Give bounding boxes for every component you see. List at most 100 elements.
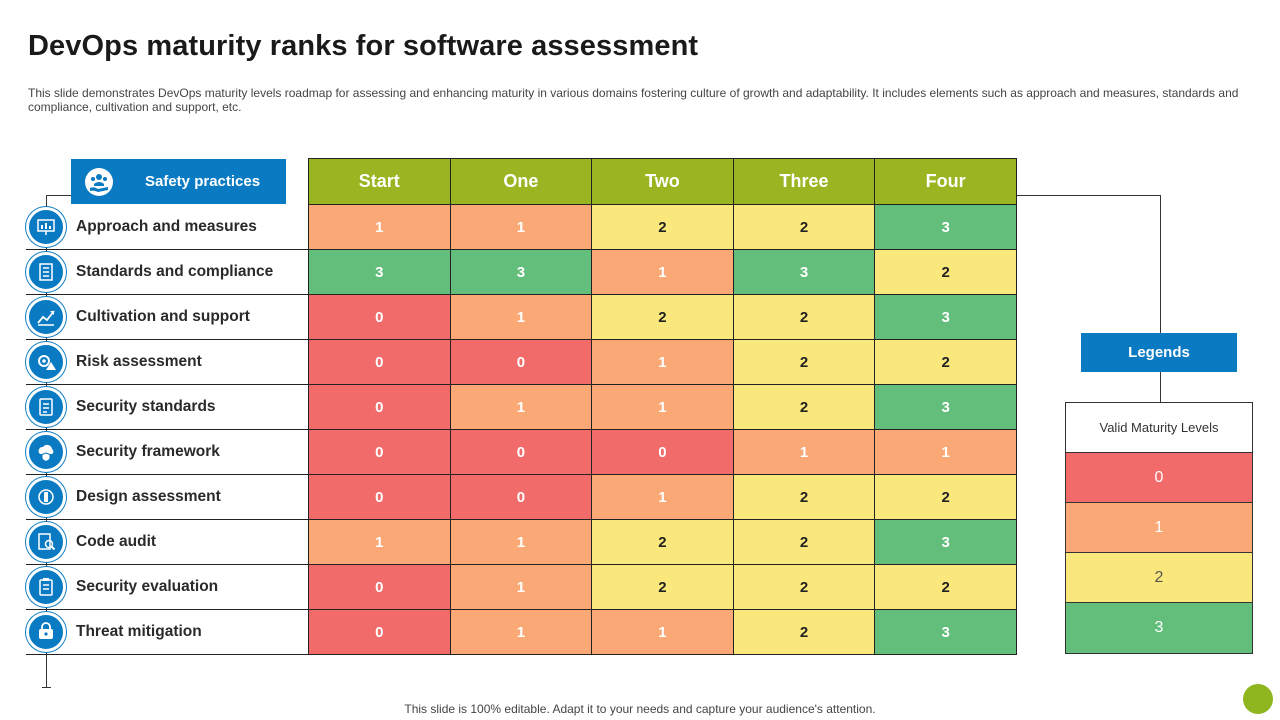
maturity-cell: 3 [308, 249, 451, 295]
maturity-cell: 1 [449, 609, 593, 655]
maturity-cell: 1 [449, 294, 593, 340]
practice-row-label: Security standards [26, 385, 309, 430]
checklist-icon [26, 252, 66, 292]
maturity-cell: 2 [874, 249, 1017, 295]
practice-label: Risk assessment [76, 353, 202, 370]
column-header: Start [308, 158, 451, 205]
code-audit-icon [26, 522, 66, 562]
connector-line [1160, 195, 1161, 333]
lock-icon [26, 612, 66, 652]
maturity-cell: 2 [732, 564, 876, 610]
maturity-cell: 2 [874, 339, 1017, 385]
practice-row-label: Security framework [26, 430, 309, 475]
connector-line [42, 687, 51, 688]
maturity-cell: 1 [449, 564, 593, 610]
legend-level-2: 2 [1066, 553, 1252, 603]
connector-line [46, 195, 71, 196]
maturity-cell: 2 [732, 474, 876, 520]
column-header: Four [874, 158, 1017, 205]
safety-practices-header: Safety practices [71, 159, 286, 204]
practice-label: Code audit [76, 533, 157, 550]
practice-row-label: Security evaluation [26, 565, 309, 610]
maturity-cell: 2 [591, 204, 734, 250]
maturity-cell: 2 [591, 294, 734, 340]
chart-board-icon [26, 207, 66, 247]
clipboard-icon [26, 567, 66, 607]
maturity-cell: 0 [308, 429, 451, 475]
table-header-row: Start One Two Three Four [308, 158, 1017, 205]
legend-level-0: 0 [1066, 453, 1252, 503]
connector-line [1160, 372, 1161, 402]
practice-row-label: Approach and measures [26, 205, 309, 250]
maturity-cell: 3 [449, 249, 593, 295]
practice-label: Security evaluation [76, 578, 219, 595]
maturity-cell: 2 [874, 474, 1017, 520]
practice-row-label: Risk assessment [26, 340, 309, 385]
maturity-cell: 3 [874, 384, 1017, 430]
page-subtitle: This slide demonstrates DevOps maturity … [28, 86, 1239, 114]
maturity-cell: 1 [449, 384, 593, 430]
practice-label: Design assessment [76, 488, 221, 505]
decorative-dot [1243, 684, 1273, 714]
legend-level-1: 1 [1066, 503, 1252, 553]
maturity-cell: 0 [308, 294, 451, 340]
maturity-cell: 3 [874, 609, 1017, 655]
maturity-cell: 1 [308, 519, 451, 565]
legends-header: Legends [1081, 333, 1237, 372]
practice-row-label: Standards and compliance [26, 250, 309, 295]
column-header: Two [591, 158, 734, 205]
maturity-cell: 3 [874, 519, 1017, 565]
maturity-cell: 0 [449, 429, 593, 475]
maturity-cell: 0 [449, 339, 593, 385]
maturity-cell: 1 [874, 429, 1017, 475]
maturity-cell: 1 [591, 249, 734, 295]
maturity-cell: 2 [732, 384, 876, 430]
footer-note: This slide is 100% editable. Adapt it to… [404, 702, 876, 716]
maturity-cell: 0 [308, 474, 451, 520]
column-header: One [449, 158, 593, 205]
practice-label: Security standards [76, 398, 216, 415]
legend-title: Valid Maturity Levels [1066, 403, 1252, 453]
gear-warning-icon [26, 342, 66, 382]
maturity-cell: 2 [732, 519, 876, 565]
practice-label: Approach and measures [76, 218, 257, 235]
maturity-cell: 2 [874, 564, 1017, 610]
maturity-cell: 2 [732, 339, 876, 385]
growth-icon [26, 297, 66, 337]
safety-practices-label: Safety practices [145, 173, 261, 190]
maturity-cell: 1 [449, 204, 593, 250]
practice-row-label: Code audit [26, 520, 309, 565]
maturity-cell: 2 [591, 564, 734, 610]
practice-row-label: Threat mitigation [26, 610, 309, 655]
safety-practices-list: Approach and measures Standards and compl… [26, 205, 309, 655]
maturity-cell: 1 [591, 339, 734, 385]
legend-level-3: 3 [1066, 603, 1252, 653]
practice-label: Standards and compliance [76, 263, 274, 280]
maturity-cell: 0 [308, 384, 451, 430]
maturity-cell: 1 [449, 519, 593, 565]
legend-box: Valid Maturity Levels 0 1 2 3 [1065, 402, 1253, 654]
maturity-cell: 3 [874, 204, 1017, 250]
team-hand-icon [85, 167, 113, 196]
maturity-cell: 1 [591, 609, 734, 655]
maturity-cell: 1 [732, 429, 876, 475]
maturity-cell: 0 [308, 564, 451, 610]
maturity-cell: 1 [308, 204, 451, 250]
column-header: Three [732, 158, 876, 205]
maturity-cell: 0 [591, 429, 734, 475]
design-icon [26, 477, 66, 517]
maturity-cell: 1 [591, 384, 734, 430]
practice-label: Cultivation and support [76, 308, 250, 325]
document-icon [26, 387, 66, 427]
maturity-cell: 0 [308, 609, 451, 655]
maturity-cell: 0 [308, 339, 451, 385]
